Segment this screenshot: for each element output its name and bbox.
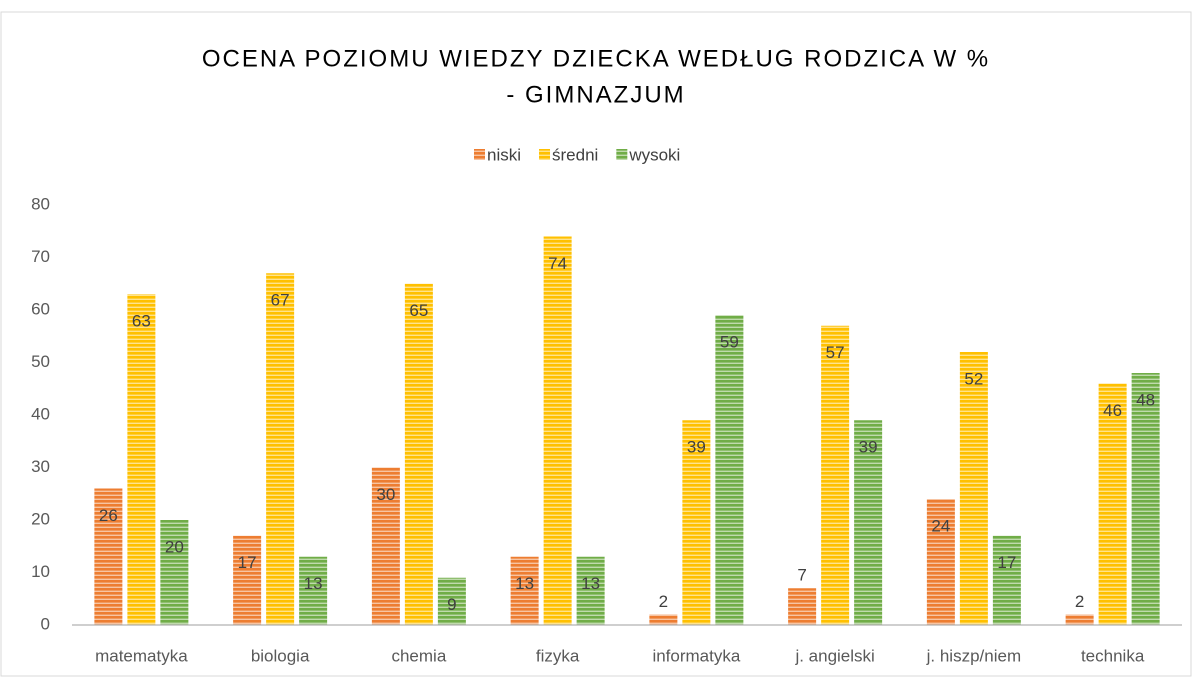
data-label: 39 — [687, 438, 706, 457]
bar — [233, 535, 262, 625]
legend-swatch — [474, 149, 485, 160]
chart-title: OCENA POZIOMU WIEDZY DZIECKA WEDŁUG RODZ… — [202, 45, 990, 72]
y-tick-label: 10 — [31, 562, 50, 581]
y-tick-label: 70 — [31, 247, 50, 266]
data-label: 2 — [659, 592, 668, 611]
legend-label: wysoki — [628, 145, 680, 164]
x-tick-label: j. hiszp/niem — [926, 646, 1021, 665]
legend-swatch — [539, 149, 551, 160]
bar — [543, 236, 572, 625]
data-label: 59 — [720, 333, 739, 352]
data-label: 48 — [1136, 390, 1155, 409]
bar — [992, 535, 1021, 625]
bar — [788, 588, 817, 625]
bar — [854, 420, 883, 625]
bar — [1098, 383, 1127, 625]
x-tick-label: matematyka — [95, 646, 188, 665]
x-tick-label: j. angielski — [794, 646, 874, 665]
data-label: 46 — [1103, 401, 1122, 420]
data-label: 9 — [447, 595, 456, 614]
bar — [715, 315, 744, 625]
bar — [821, 325, 850, 625]
bar — [437, 577, 466, 625]
bar — [576, 556, 605, 625]
y-tick-label: 20 — [31, 509, 50, 528]
data-label: 13 — [581, 574, 600, 593]
data-label: 52 — [964, 369, 983, 388]
chart-title: - GIMNAZJUM — [506, 81, 685, 108]
bar — [1065, 614, 1094, 625]
bar — [127, 294, 156, 625]
y-tick-label: 60 — [31, 299, 50, 318]
data-label: 24 — [931, 516, 950, 535]
bar — [266, 273, 295, 625]
bar — [160, 520, 189, 625]
bar — [299, 556, 328, 625]
data-label: 63 — [132, 312, 151, 331]
data-label: 57 — [826, 343, 845, 362]
x-tick-label: chemia — [391, 646, 446, 665]
data-label: 65 — [409, 301, 428, 320]
data-label: 17 — [238, 553, 257, 572]
legend-label: średni — [552, 145, 598, 164]
data-label: 17 — [997, 553, 1016, 572]
x-tick-label: informatyka — [652, 646, 740, 665]
y-tick-label: 50 — [31, 352, 50, 371]
data-label: 13 — [304, 574, 323, 593]
x-tick-label: technika — [1081, 646, 1145, 665]
data-label: 20 — [165, 537, 184, 556]
y-tick-label: 0 — [41, 614, 50, 633]
bar — [959, 352, 988, 625]
data-label: 30 — [376, 485, 395, 504]
x-tick-label: fizyka — [536, 646, 580, 665]
legend-swatch — [616, 149, 628, 160]
data-label: 2 — [1075, 592, 1084, 611]
bar — [404, 283, 433, 625]
data-label: 67 — [271, 291, 290, 310]
y-tick-label: 80 — [31, 194, 50, 213]
data-label: 39 — [859, 438, 878, 457]
y-tick-label: 40 — [31, 404, 50, 423]
legend-label: niski — [487, 145, 521, 164]
x-tick-label: biologia — [251, 646, 310, 665]
bar — [1131, 373, 1160, 625]
data-label: 7 — [797, 566, 806, 585]
bar — [926, 499, 955, 625]
bar — [94, 488, 123, 625]
bar — [649, 614, 678, 625]
data-label: 26 — [99, 506, 118, 525]
data-label: 13 — [515, 574, 534, 593]
bar — [510, 556, 539, 625]
y-tick-label: 30 — [31, 457, 50, 476]
data-label: 74 — [548, 254, 567, 273]
bar — [371, 467, 400, 625]
bar — [682, 420, 711, 625]
